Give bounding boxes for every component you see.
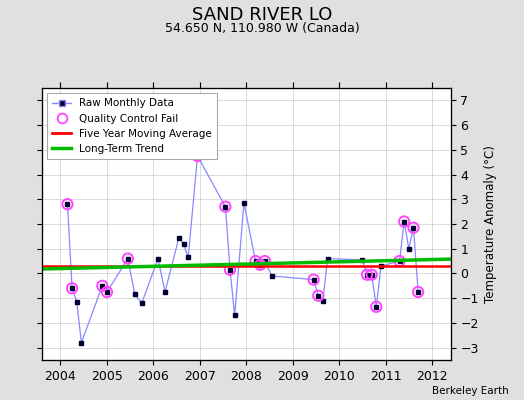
Point — [98, 283, 106, 289]
Text: 54.650 N, 110.980 W (Canada): 54.650 N, 110.980 W (Canada) — [165, 22, 359, 35]
Point — [226, 266, 234, 273]
Point — [310, 276, 318, 283]
Text: SAND RIVER LO: SAND RIVER LO — [192, 6, 332, 24]
Y-axis label: Temperature Anomaly (°C): Temperature Anomaly (°C) — [484, 145, 497, 303]
Point — [193, 153, 202, 159]
Text: Berkeley Earth: Berkeley Earth — [432, 386, 508, 396]
Point — [252, 258, 260, 264]
Point — [260, 258, 269, 264]
Point — [314, 292, 322, 299]
Point — [396, 258, 404, 264]
Point — [414, 289, 422, 295]
Legend: Raw Monthly Data, Quality Control Fail, Five Year Moving Average, Long-Term Tren: Raw Monthly Data, Quality Control Fail, … — [47, 93, 217, 159]
Point — [124, 256, 132, 262]
Point — [103, 289, 111, 295]
Point — [409, 224, 418, 231]
Point — [372, 304, 380, 310]
Point — [367, 272, 376, 278]
Point — [363, 272, 371, 278]
Point — [400, 218, 408, 225]
Point — [256, 262, 265, 268]
Point — [68, 285, 77, 292]
Point — [221, 204, 230, 210]
Point — [63, 201, 72, 208]
